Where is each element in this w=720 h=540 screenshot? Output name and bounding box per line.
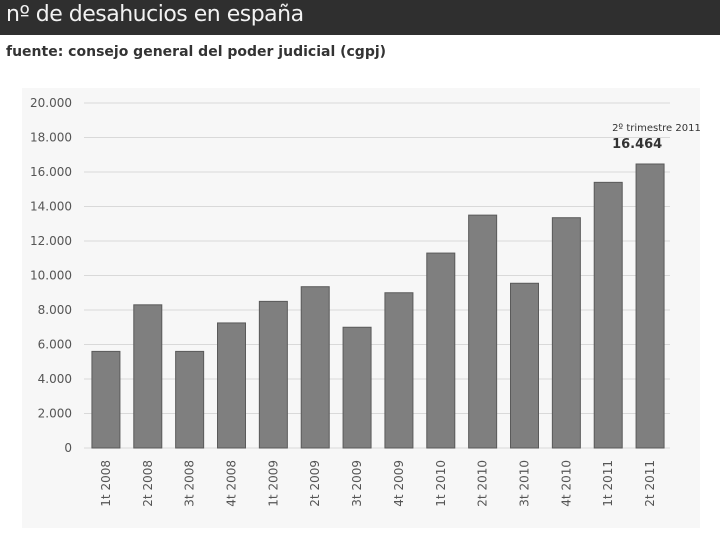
bar xyxy=(342,326,372,449)
y-tick-label: 4.000 xyxy=(38,372,72,386)
y-tick-label: 14.000 xyxy=(30,200,72,214)
x-category-label: 2t 2009 xyxy=(308,460,322,507)
x-category-label: 1t 2011 xyxy=(601,460,615,507)
y-tick-label: 12.000 xyxy=(30,234,72,248)
y-axis-ticks: 0 2.000 4.000 6.000 8.000 10.000 12.000 14.000 1… xyxy=(30,96,72,455)
x-category-label: 2t 2011 xyxy=(643,460,657,507)
y-tick-label: 18.000 xyxy=(30,131,72,145)
bar xyxy=(300,286,330,449)
bar xyxy=(635,163,665,449)
y-tick-label: 0 xyxy=(64,441,72,455)
bar xyxy=(468,214,498,449)
bar xyxy=(91,350,121,449)
x-category-label: 3t 2010 xyxy=(518,460,532,507)
annotation-value: 16.464 xyxy=(612,137,662,152)
x-category-label: 1t 2009 xyxy=(266,460,280,507)
page-title: nº de desahucios en españa xyxy=(6,2,304,27)
y-tick-label: 8.000 xyxy=(38,303,72,317)
x-axis-labels: 1t 2008 2t 2008 3t 2008 4t 2008 1t 2009 2t 20… xyxy=(99,460,657,507)
x-category-label: 3t 2008 xyxy=(183,460,197,507)
y-tick-label: 2.000 xyxy=(38,407,72,421)
bar xyxy=(426,252,456,449)
x-category-label: 4t 2008 xyxy=(225,460,239,507)
bar xyxy=(593,181,623,449)
y-tick-label: 20.000 xyxy=(30,96,72,110)
annotation: 2º trimestre 2011: 16.464 xyxy=(612,123,700,152)
bar xyxy=(133,304,163,449)
x-category-label: 3t 2009 xyxy=(350,460,364,507)
header-bar: nº de desahucios en españa xyxy=(0,0,720,35)
x-category-label: 2t 2008 xyxy=(141,460,155,507)
bar xyxy=(258,300,288,449)
x-category-label: 2t 2010 xyxy=(476,460,490,507)
bar-chart: 0 2.000 4.000 6.000 8.000 10.000 12.000 14.000 1… xyxy=(30,96,700,507)
x-category-label: 4t 2009 xyxy=(392,460,406,507)
source-text: fuente: consejo general del poder judici… xyxy=(6,44,387,60)
grid-layer xyxy=(84,102,670,449)
x-category-label: 1t 2010 xyxy=(434,460,448,507)
bar xyxy=(217,322,246,449)
bar xyxy=(510,282,539,449)
y-tick-label: 16.000 xyxy=(30,165,72,179)
y-tick-label: 10.000 xyxy=(30,269,72,283)
bars xyxy=(91,163,665,449)
chart-area: 0 2.000 4.000 6.000 8.000 10.000 12.000 14.000 1… xyxy=(22,88,700,528)
bar xyxy=(175,350,205,449)
x-category-label: 1t 2008 xyxy=(99,460,113,507)
y-tick-label: 6.000 xyxy=(38,338,72,352)
bar xyxy=(551,217,581,449)
x-category-label: 4t 2010 xyxy=(559,460,573,507)
bar xyxy=(384,292,414,449)
annotation-label: 2º trimestre 2011: xyxy=(612,123,700,134)
